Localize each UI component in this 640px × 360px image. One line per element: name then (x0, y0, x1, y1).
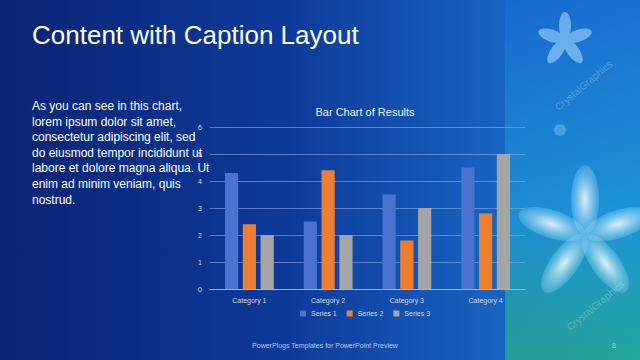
svg-text:6: 6 (198, 124, 202, 131)
svg-text:Category 2: Category 2 (311, 297, 345, 305)
svg-text:4: 4 (198, 178, 202, 185)
svg-text:3: 3 (198, 205, 202, 212)
svg-text:Category 1: Category 1 (232, 297, 266, 305)
svg-text:Category 4: Category 4 (469, 297, 503, 305)
svg-text:Bar Chart of Results: Bar Chart of Results (315, 106, 415, 118)
svg-text:1: 1 (198, 259, 202, 266)
svg-text:Series 3: Series 3 (404, 310, 430, 317)
svg-text:Series 2: Series 2 (358, 310, 384, 317)
svg-text:5: 5 (198, 151, 202, 158)
svg-text:Series 1: Series 1 (311, 310, 337, 317)
svg-text:0: 0 (198, 286, 202, 293)
svg-text:Category 3: Category 3 (390, 297, 424, 305)
svg-text:2: 2 (198, 232, 202, 239)
